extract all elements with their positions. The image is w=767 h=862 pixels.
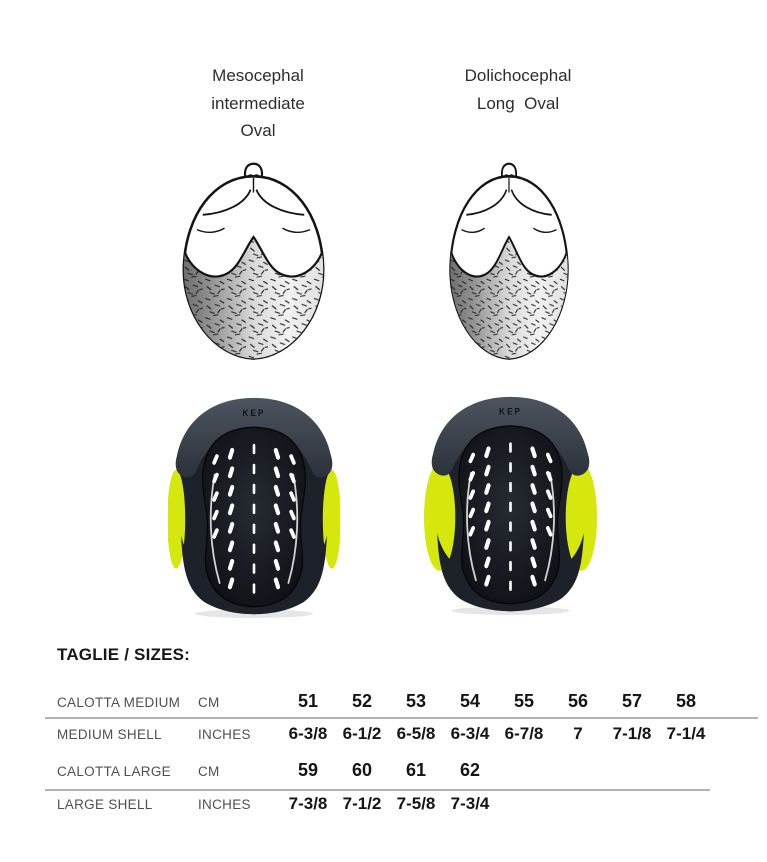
size-value: 7-1/8: [612, 724, 652, 743]
size-value: 54: [459, 691, 481, 711]
table-divider: [45, 717, 758, 719]
liner-seam: [544, 471, 555, 582]
size-value: 62: [459, 760, 481, 780]
row-unit: INCHES: [198, 727, 251, 742]
size-value: 7-3/4: [450, 794, 490, 813]
size-value: 6-7/8: [504, 724, 544, 743]
sizes-title: TAGLIE / SIZES:: [57, 645, 191, 664]
accent-pad-right: [322, 469, 340, 569]
row-unit: CM: [198, 764, 220, 779]
row-label: MEDIUM SHELL: [57, 727, 162, 742]
row-label: CALOTTA MEDIUM: [57, 695, 181, 710]
head-shape-diagram-dolichocephal: [449, 162, 569, 360]
liner-mesh-panel: [458, 425, 563, 605]
helmet-brim: [175, 397, 333, 478]
row-label: CALOTTA LARGE: [57, 764, 171, 779]
heading-line: intermediate: [211, 93, 305, 113]
size-value: 55: [513, 691, 535, 711]
size-value: 6-3/8: [288, 724, 328, 743]
heading-line: Oval: [240, 121, 276, 140]
size-value: 51: [297, 691, 319, 711]
size-value: 7-1/2: [342, 794, 382, 813]
heading-line: Long Oval: [476, 93, 560, 113]
size-value: 7: [573, 724, 583, 743]
size-value: 53: [405, 691, 427, 711]
table-row-calotta-medium-cm: CALOTTA MEDIUM CM 51 52 53 54 55 56 57 5…: [57, 691, 713, 712]
size-value: 57: [621, 691, 643, 711]
ventilation-slots: [468, 442, 553, 592]
helmet-brim: [431, 396, 590, 476]
kep-brand-text: KEP: [499, 406, 522, 417]
column-heading-long-oval: Dolichocephal Long Oval: [418, 62, 618, 117]
size-value: 61: [405, 760, 427, 780]
size-value: 52: [351, 691, 373, 711]
size-value: 6-5/8: [396, 724, 436, 743]
size-value: 7-1/4: [666, 724, 706, 743]
ventilation-slots: [212, 443, 296, 594]
size-value: 60: [351, 760, 373, 780]
table-divider: [45, 789, 710, 791]
head-shape-diagram-mesocephal: [182, 162, 325, 360]
row-unit: CM: [198, 695, 220, 710]
table-row-calotta-large-cm: CALOTTA LARGE CM 59 60 61 62: [57, 760, 713, 781]
accent-pad-left: [168, 469, 186, 569]
kep-brand-text: KEP: [243, 407, 266, 418]
column-heading-intermediate-oval: Mesocephal intermediate Oval: [158, 62, 358, 145]
size-value: 59: [297, 760, 319, 780]
row-label: LARGE SHELL: [57, 797, 153, 812]
helmet-liner-long-oval: KEP: [424, 396, 597, 615]
liner-seam: [466, 471, 477, 582]
table-row-medium-shell-inches: MEDIUM SHELL INCHES 6-3/8 6-1/2 6-5/8 6-…: [57, 724, 713, 744]
accent-pad-left: [424, 463, 456, 571]
row-unit: INCHES: [198, 797, 251, 812]
size-value: 58: [675, 691, 697, 711]
size-value: 7-3/8: [288, 794, 328, 813]
liner-seam: [287, 473, 299, 584]
accent-pad-right: [565, 463, 597, 571]
liner-mesh-panel: [202, 426, 306, 608]
heading-line: Mesocephal: [212, 66, 304, 85]
size-value: 6-1/2: [342, 724, 382, 743]
helmet-liner-intermediate-oval: KEP: [168, 397, 340, 618]
table-row-large-shell-inches: LARGE SHELL INCHES 7-3/8 7-1/2 7-5/8 7-3…: [57, 794, 713, 814]
size-value: 6-3/4: [450, 724, 490, 743]
size-value: 56: [567, 691, 589, 711]
size-value: 7-5/8: [396, 794, 436, 813]
heading-line: Dolichocephal: [464, 66, 572, 85]
liner-seam: [209, 473, 221, 584]
